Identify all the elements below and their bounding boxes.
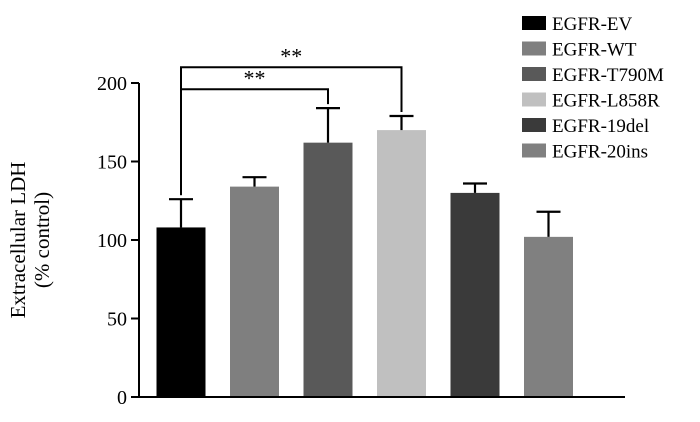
legend-swatch xyxy=(522,16,546,30)
bar xyxy=(524,236,573,397)
y-tick-label: 150 xyxy=(97,152,127,174)
y-tick-label: 100 xyxy=(97,230,127,252)
significance-bracket xyxy=(180,66,403,196)
y-tick-label: 50 xyxy=(107,309,127,331)
bar xyxy=(377,130,426,397)
y-tick-label: 0 xyxy=(117,387,127,409)
bar xyxy=(156,227,206,397)
legend-swatch xyxy=(522,67,546,81)
y-axis-title-line2: (% control) xyxy=(30,192,54,288)
error-bars xyxy=(169,107,561,237)
significance-label: ** xyxy=(280,43,302,68)
legend-swatch xyxy=(522,41,546,56)
legend-label: EGFR-L858R xyxy=(552,91,660,112)
legend-label: EGFR-EV xyxy=(552,14,633,35)
bar xyxy=(303,142,353,397)
legend: EGFR-EV EGFR-WT EGFR-T790M EGFR-L858R EGFR-1… xyxy=(522,14,664,163)
legend-label: EGFR-20ins xyxy=(552,142,648,163)
legend-label: EGFR-19del xyxy=(552,116,649,137)
y-axis: 0 50 100 150 200 xyxy=(97,73,140,409)
legend-label: EGFR-WT xyxy=(552,40,637,61)
legend-swatch xyxy=(522,118,546,132)
y-axis-title: Extracellular LDH (% control) xyxy=(6,162,54,319)
bars xyxy=(156,130,573,397)
y-tick-label: 200 xyxy=(97,73,127,95)
bar xyxy=(230,186,279,397)
bar xyxy=(450,192,500,397)
significance-annotations: ** ** xyxy=(180,43,403,196)
legend-label: EGFR-T790M xyxy=(552,65,664,86)
significance-label: ** xyxy=(244,65,266,90)
legend-swatch xyxy=(522,92,546,107)
legend-swatch xyxy=(522,143,546,158)
y-axis-title-line1: Extracellular LDH xyxy=(6,162,30,319)
